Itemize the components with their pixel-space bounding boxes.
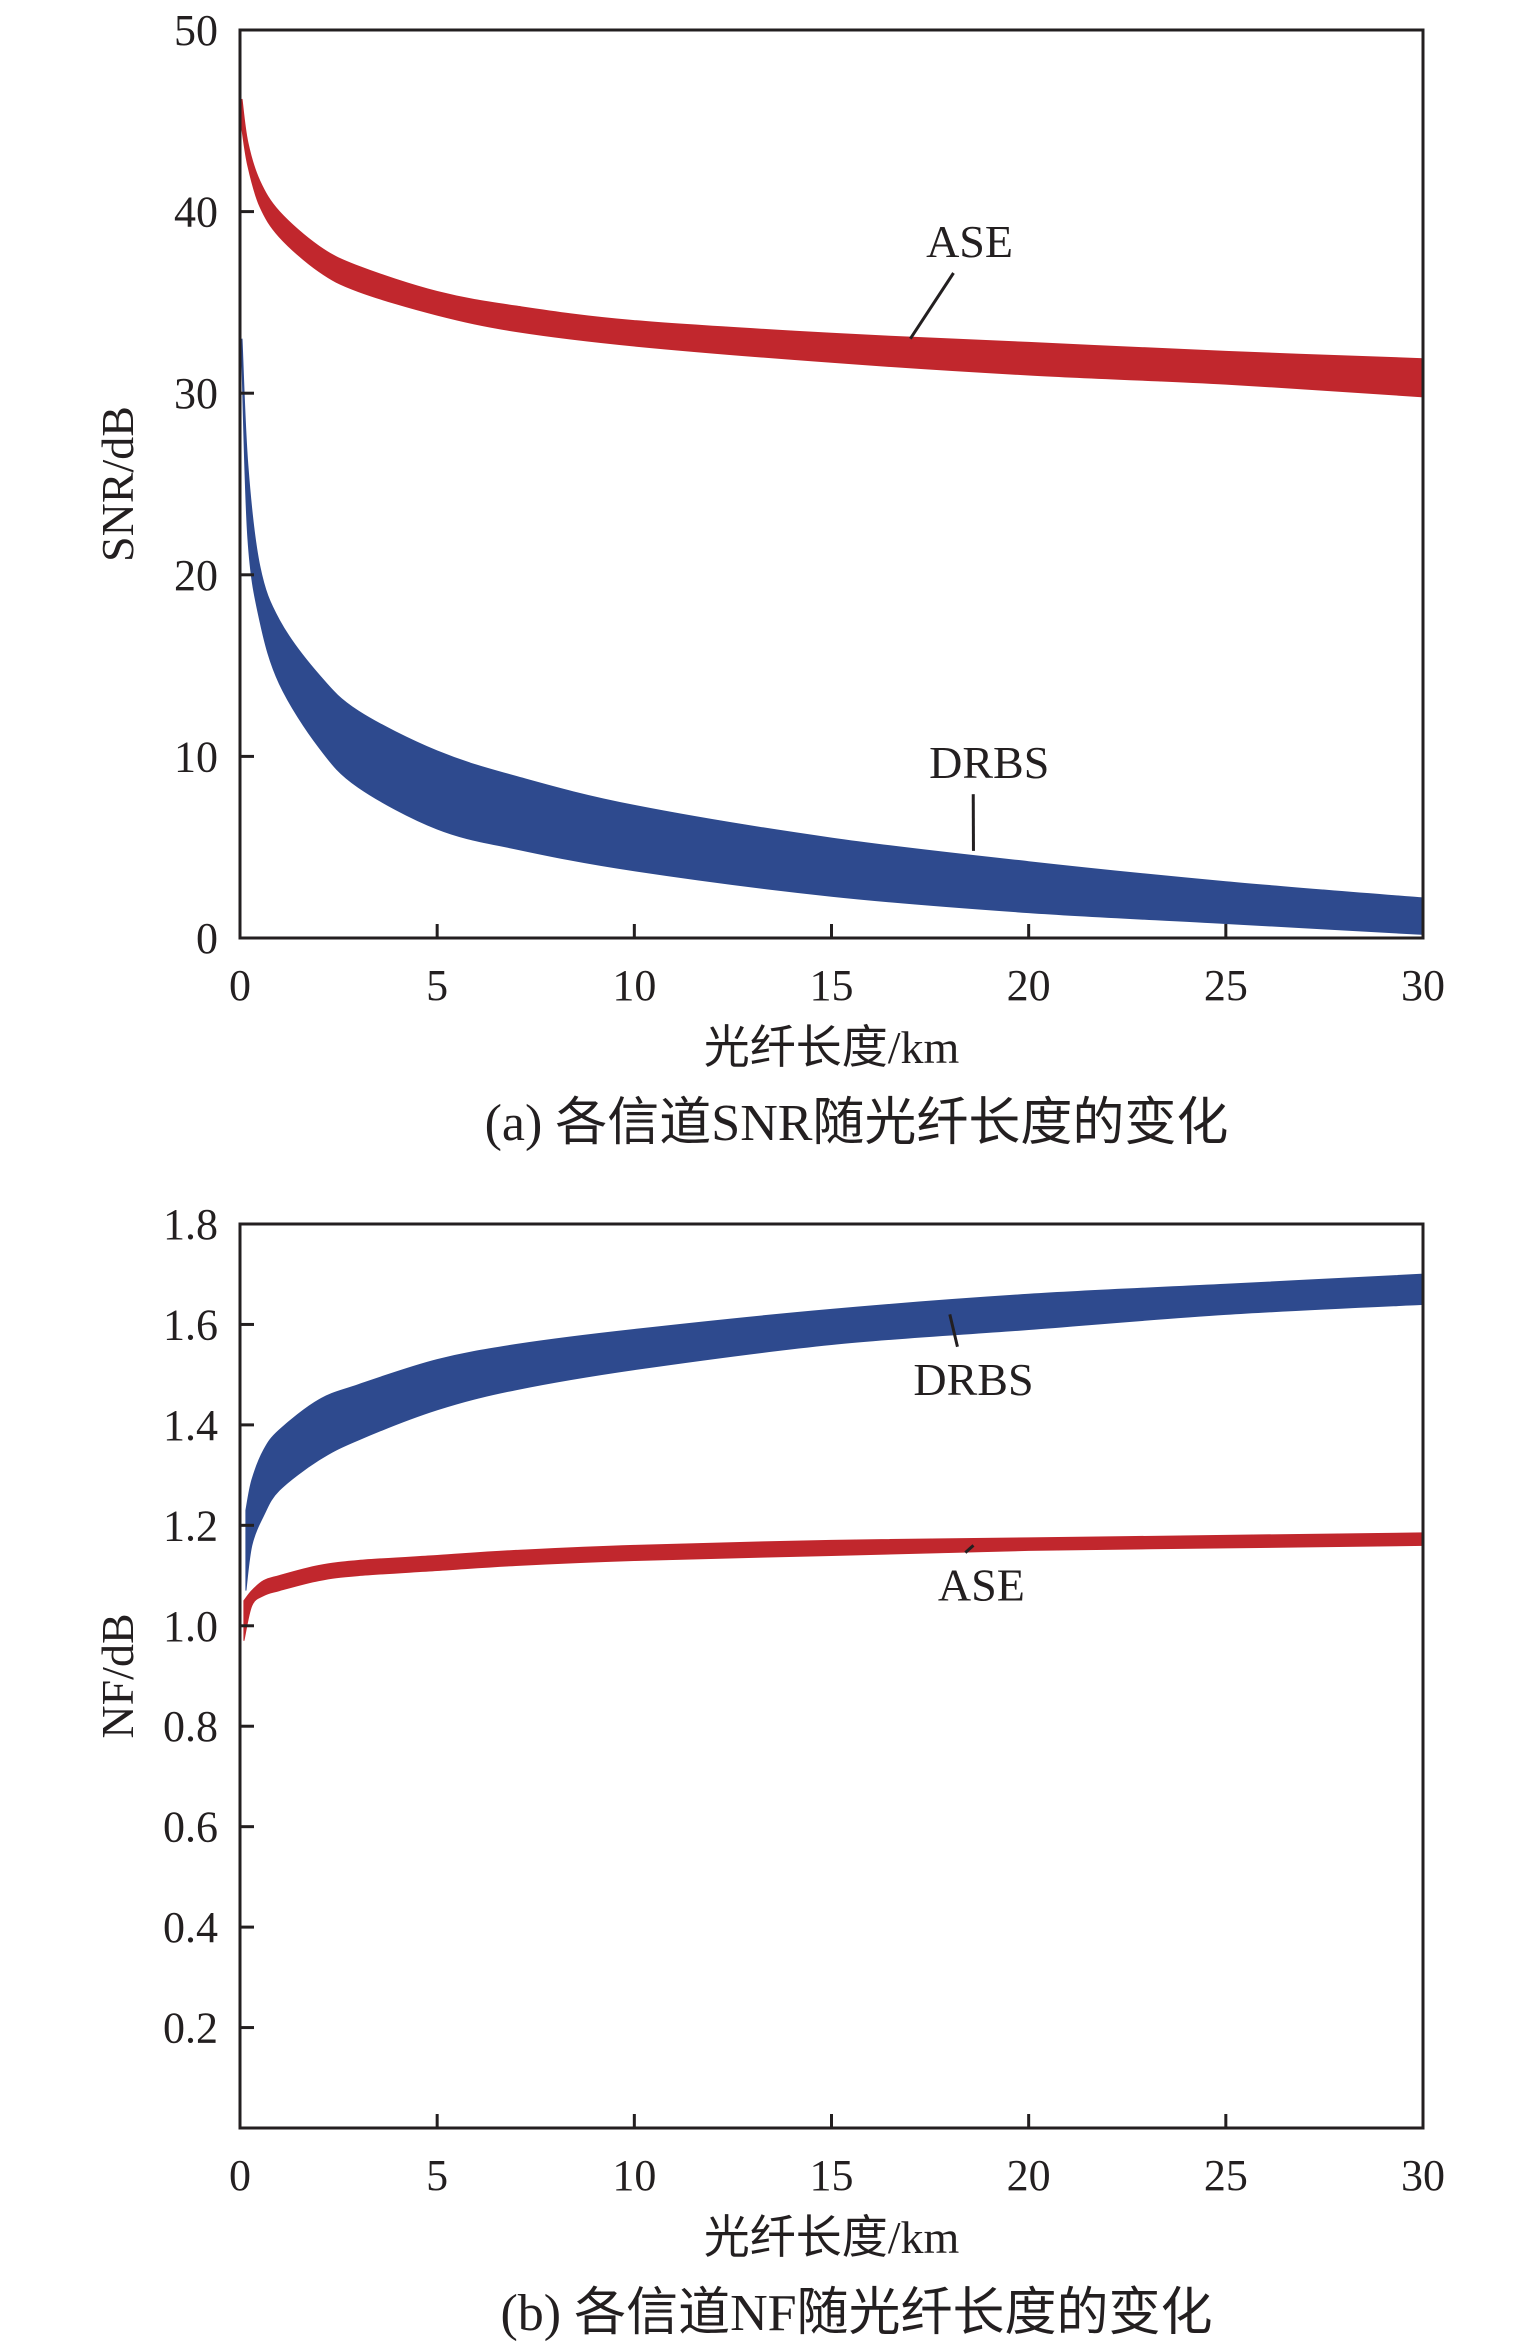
annotation-label-ase: ASE bbox=[926, 216, 1013, 267]
series-group bbox=[243, 1273, 1424, 1641]
y-tick-label: 0.8 bbox=[163, 1702, 218, 1751]
y-tick-label: 10 bbox=[174, 732, 218, 781]
y-tick-label: 0.6 bbox=[163, 1803, 218, 1852]
y-tick-label: 40 bbox=[174, 188, 218, 237]
annotation-label-drbs: DRBS bbox=[913, 1354, 1033, 1405]
series-group bbox=[241, 98, 1424, 935]
y-tick-label: 1.2 bbox=[163, 1501, 218, 1550]
snr-panel: 0 5 10 15 20 25 30 0 10 20 30 40 50 光纤长度/km SNR/dB ASE D… bbox=[92, 6, 1445, 1152]
series-band-ase bbox=[243, 1532, 1424, 1641]
y-tick-label: 1.8 bbox=[163, 1200, 218, 1249]
annotation-leader bbox=[948, 1314, 959, 1348]
x-tick-label: 0 bbox=[229, 961, 251, 1010]
annotation-label-ase: ASE bbox=[938, 1560, 1025, 1611]
annotation-leader bbox=[909, 272, 955, 340]
y-tick-label: 20 bbox=[174, 551, 218, 600]
x-tick-label: 20 bbox=[1007, 961, 1051, 1010]
x-axis-title: 光纤长度/km bbox=[704, 1022, 960, 1073]
x-tick-label: 30 bbox=[1401, 2151, 1445, 2200]
y-tick-label: 30 bbox=[174, 369, 218, 418]
x-tick-label: 30 bbox=[1401, 961, 1445, 1010]
y-tick-label: 1.6 bbox=[163, 1300, 218, 1349]
panel-caption: (a) 各信道SNR随光纤长度的变化 bbox=[485, 1095, 1229, 1152]
y-tick-label: 0 bbox=[196, 914, 218, 963]
x-tick-label: 25 bbox=[1204, 2151, 1248, 2200]
x-tick-label: 15 bbox=[810, 961, 854, 1010]
series-band-ase bbox=[241, 98, 1424, 398]
y-tick-label: 0.2 bbox=[163, 2004, 218, 2053]
x-tick-label: 0 bbox=[229, 2151, 251, 2200]
panel-caption: (b) 各信道NF随光纤长度的变化 bbox=[500, 2285, 1212, 2342]
y-tick-label: 1.4 bbox=[163, 1401, 218, 1450]
annotation-leader bbox=[964, 1544, 975, 1554]
x-axis-title: 光纤长度/km bbox=[704, 2212, 960, 2263]
x-tick-label: 25 bbox=[1204, 961, 1248, 1010]
y-tick-label: 50 bbox=[174, 6, 218, 55]
annotation-label-drbs: DRBS bbox=[929, 737, 1049, 788]
y-axis-title: SNR/dB bbox=[92, 406, 143, 562]
x-tick-label: 15 bbox=[810, 2151, 854, 2200]
y-tick-label: 1.0 bbox=[163, 1602, 218, 1651]
x-tick-label: 10 bbox=[612, 2151, 656, 2200]
x-tick-label: 20 bbox=[1007, 2151, 1051, 2200]
plot-frame bbox=[238, 1222, 1425, 2130]
nf-panel: 0 5 10 15 20 25 30 0.2 0.4 0.6 0.8 1.0 1.2 1.4 1.6 1.8 光… bbox=[92, 1200, 1445, 2342]
y-tick-label: 0.4 bbox=[163, 1903, 218, 1952]
y-axis-title: NF/dB bbox=[92, 1613, 143, 1738]
series-band-drbs bbox=[241, 338, 1424, 935]
x-tick-label: 5 bbox=[426, 961, 448, 1010]
x-tick-label: 5 bbox=[426, 2151, 448, 2200]
x-tick-label: 10 bbox=[612, 961, 656, 1010]
